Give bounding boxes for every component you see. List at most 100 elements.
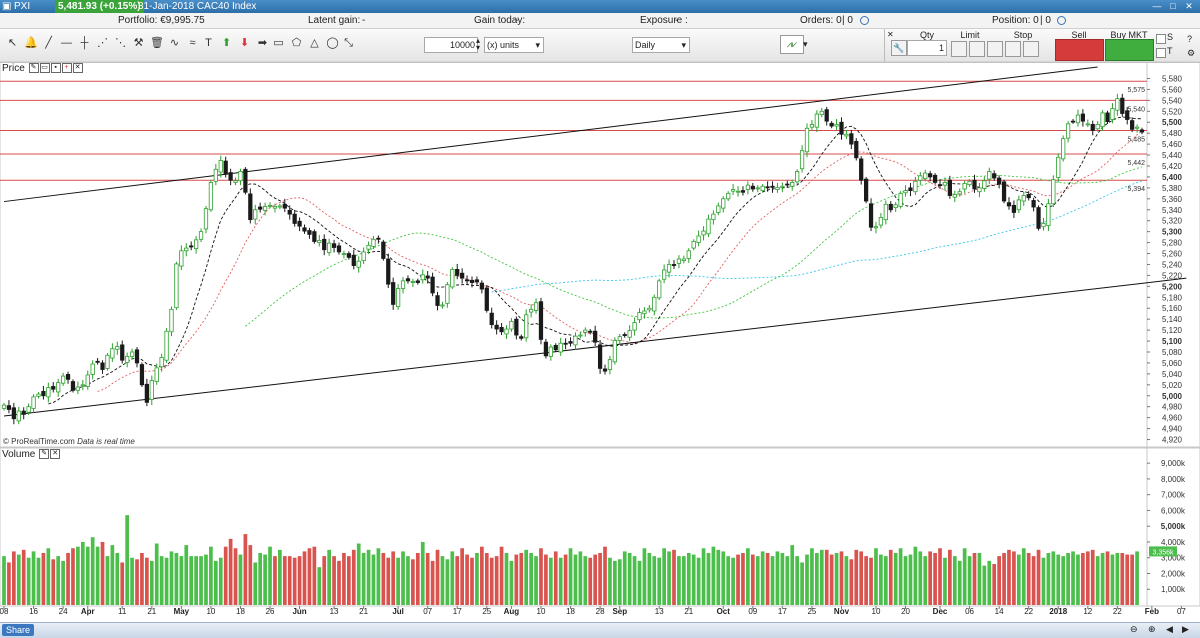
candle-body bbox=[868, 203, 874, 228]
candle-body bbox=[460, 272, 465, 279]
text-tool-icon[interactable]: T bbox=[205, 37, 212, 49]
polygon-icon[interactable]: ⬠ bbox=[291, 37, 302, 49]
vertical-line-icon[interactable]: ┼ bbox=[80, 37, 89, 49]
quantity-stepper[interactable]: ▴ ▾ bbox=[476, 36, 481, 52]
candle-body bbox=[21, 410, 26, 415]
candle-body bbox=[41, 390, 46, 397]
candle-body bbox=[829, 122, 834, 127]
panel-collapse-icon[interactable]: ✕ bbox=[887, 30, 894, 39]
maximize-panel-icon[interactable]: ▪ bbox=[50, 63, 61, 74]
position-count: Position: 0 bbox=[992, 15, 1039, 26]
rectangle-icon[interactable]: ▭ bbox=[273, 37, 284, 49]
candle-body bbox=[1061, 138, 1066, 160]
candle-body bbox=[361, 251, 366, 262]
volume-bar bbox=[785, 556, 790, 605]
ma10-line bbox=[48, 116, 1143, 405]
maximize-icon[interactable]: □ bbox=[1170, 1, 1176, 11]
zigzag-icon[interactable]: ∿ bbox=[169, 37, 180, 49]
chevron-down-icon[interactable]: ▾ bbox=[803, 39, 808, 49]
candle-body bbox=[775, 186, 780, 190]
candle-body bbox=[198, 231, 204, 240]
s-checkbox[interactable] bbox=[1156, 34, 1166, 44]
units-select[interactable]: (x) units ▾ bbox=[484, 37, 544, 53]
close-panel-icon[interactable]: ✕ bbox=[72, 63, 83, 74]
candle-body bbox=[873, 226, 879, 229]
add-indicator-icon[interactable]: + bbox=[61, 63, 72, 74]
candle-body bbox=[440, 304, 445, 307]
t-checkbox[interactable] bbox=[1156, 48, 1166, 58]
candle-body bbox=[351, 254, 356, 266]
candle-body bbox=[642, 310, 647, 315]
candle-body bbox=[258, 206, 263, 210]
qty-input[interactable]: 1 bbox=[907, 40, 947, 56]
delete-icon[interactable]: 🗑 bbox=[150, 37, 164, 49]
arrow-right-icon[interactable]: ➡ bbox=[257, 37, 268, 49]
volume-bar bbox=[627, 552, 632, 605]
zoom-out-icon[interactable]: ⊖ bbox=[1130, 624, 1138, 634]
limit-buy-button[interactable] bbox=[951, 41, 967, 57]
window-icon[interactable]: ▭ bbox=[39, 63, 50, 74]
scroll-left-icon[interactable]: ◀ bbox=[1166, 624, 1173, 634]
trendline-icon[interactable]: ╱ bbox=[45, 37, 52, 49]
buy-mkt-button[interactable] bbox=[1105, 39, 1154, 61]
ellipse-icon[interactable]: ◯ bbox=[326, 37, 339, 49]
volume-bar bbox=[149, 560, 154, 605]
position-info-icon[interactable] bbox=[1056, 15, 1066, 26]
wave-icon[interactable]: ≈ bbox=[189, 37, 196, 49]
wrench-icon[interactable]: ✎ bbox=[39, 449, 50, 460]
wrench-icon[interactable]: 🔧 bbox=[891, 40, 907, 56]
candle-body bbox=[735, 190, 741, 193]
horizontal-line-icon[interactable]: — bbox=[61, 37, 72, 49]
alert-bell-icon[interactable]: 🔔 bbox=[24, 37, 38, 49]
limit-order-button[interactable] bbox=[987, 41, 1003, 57]
close-icon[interactable]: ✕ bbox=[1185, 1, 1193, 11]
measure-icon[interactable]: ⤡ bbox=[344, 37, 353, 49]
help-icon[interactable]: ? bbox=[1187, 34, 1193, 44]
candle-body bbox=[533, 302, 539, 311]
candle-body bbox=[11, 407, 16, 420]
volume-bar bbox=[1061, 556, 1066, 605]
settings-icon[interactable]: ⚙ bbox=[1187, 48, 1196, 58]
sell-mkt-button[interactable] bbox=[1055, 39, 1104, 61]
channel-icon[interactable]: ⋰ bbox=[97, 37, 108, 49]
fibonacci-icon[interactable]: ⋱ bbox=[115, 37, 126, 49]
period-select[interactable]: Daily ▾ bbox=[632, 37, 690, 53]
scroll-right-icon[interactable]: ▶ bbox=[1182, 624, 1189, 634]
share-button[interactable]: Share bbox=[2, 624, 35, 636]
date-tick-label: 09 bbox=[748, 607, 757, 616]
volume-bar bbox=[760, 551, 765, 605]
stop-buy-button[interactable] bbox=[1005, 41, 1021, 57]
close-panel-icon[interactable]: ✕ bbox=[50, 449, 61, 460]
quantity-input[interactable]: 10000 bbox=[424, 37, 478, 53]
wrench-icon[interactable]: ✎ bbox=[28, 63, 39, 74]
candle-body bbox=[371, 238, 376, 247]
candle-body bbox=[75, 386, 81, 391]
volume-bar bbox=[1016, 554, 1021, 605]
units-value: (x) units bbox=[487, 40, 520, 50]
volume-bar bbox=[120, 562, 125, 605]
candle-body bbox=[302, 227, 307, 232]
chart-type-icon[interactable]: ⩘⩗ bbox=[780, 35, 804, 54]
pitchfork-icon[interactable]: ⚒ bbox=[133, 37, 144, 49]
candle-body bbox=[780, 185, 785, 188]
candle-body bbox=[947, 179, 952, 196]
candle-body bbox=[657, 280, 662, 299]
limit-sell-button[interactable] bbox=[969, 41, 985, 57]
candle-body bbox=[395, 288, 401, 307]
candle-body bbox=[110, 348, 115, 359]
sell-arrow-icon[interactable]: ⬇ bbox=[239, 37, 250, 49]
zoom-in-icon[interactable]: ⊕ bbox=[1148, 624, 1156, 634]
volume-bar bbox=[1002, 552, 1006, 605]
candle-body bbox=[203, 208, 209, 230]
volume-bar bbox=[12, 551, 16, 605]
realtime-note: Data is real time bbox=[77, 437, 135, 446]
volume-bar bbox=[282, 556, 287, 605]
orders-info-icon[interactable] bbox=[859, 15, 869, 26]
candle-body bbox=[573, 335, 578, 346]
buy-arrow-icon[interactable]: ⬆ bbox=[221, 37, 232, 49]
minimize-icon[interactable]: — bbox=[1152, 1, 1162, 11]
pointer-icon[interactable]: ↖ bbox=[7, 37, 18, 49]
triangle-icon[interactable]: △ bbox=[310, 37, 319, 49]
stop-sell-button[interactable] bbox=[1023, 41, 1039, 57]
